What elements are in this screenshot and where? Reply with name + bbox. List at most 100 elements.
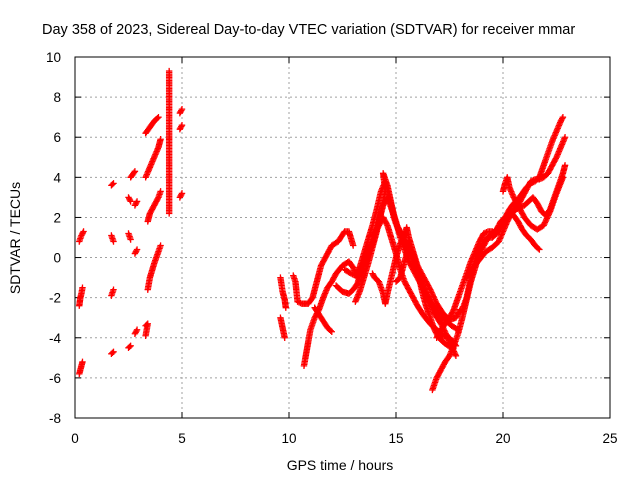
data-point [157, 188, 164, 195]
data-point [178, 190, 186, 197]
data-point [110, 286, 117, 293]
data-point [165, 67, 173, 75]
data-point [559, 115, 566, 122]
data-point [142, 332, 149, 339]
data-point [133, 326, 141, 333]
data-point [154, 195, 161, 202]
y-tick-label: -8 [49, 411, 61, 426]
series-seg-05h-a [176, 190, 186, 201]
series-seg-01h-a [108, 348, 117, 358]
data-point [481, 229, 489, 237]
data-point [154, 114, 161, 122]
data-point [350, 242, 357, 249]
series-seg-03h-d [142, 320, 151, 339]
data-point [561, 162, 569, 169]
series-seg-02h-d [127, 168, 139, 181]
series-seg-02h-a [125, 342, 134, 352]
series-arc-16h-i [429, 134, 569, 394]
series-seg-03h-b [131, 246, 141, 257]
y-tick-labels: -8 -6 -4 -2 0 2 4 6 8 10 [46, 50, 62, 426]
series-seg-01h-b [108, 286, 117, 299]
y-tick-label: -6 [49, 371, 61, 386]
data-point [282, 304, 289, 311]
series-seg-05h-b [176, 121, 186, 133]
data-point [131, 168, 139, 175]
data-points [76, 67, 569, 394]
data-point [483, 228, 490, 236]
series-arc-11h-c [311, 304, 335, 335]
x-tick-label: 25 [602, 431, 617, 446]
y-tick-label: -4 [49, 331, 61, 346]
series-arc-16h-j [433, 208, 543, 341]
series-seg-00h-c [76, 228, 87, 245]
data-point [79, 358, 86, 366]
data-point [131, 250, 139, 257]
series-seg-03h-f [144, 188, 164, 225]
series-seg-01h-c [108, 232, 117, 245]
y-axis-label: SDTVAR / TECUs [7, 182, 23, 294]
data-point [535, 245, 542, 252]
series-seg-03h-g [142, 136, 164, 181]
y-tick-label: 0 [53, 251, 61, 266]
data-point [127, 342, 134, 349]
data-point [295, 299, 303, 306]
data-point [529, 179, 536, 186]
data-point [178, 107, 185, 114]
data-point [110, 238, 117, 245]
data-point [559, 174, 567, 181]
series-arc-pre10-a [277, 274, 289, 311]
data-point [281, 334, 288, 341]
y-tick-label: -2 [49, 291, 61, 306]
data-point [132, 249, 139, 256]
series-seg-02h-c [125, 194, 134, 205]
data-point [110, 348, 117, 356]
x-axis-label: GPS time / hours [287, 457, 394, 473]
data-point [109, 181, 116, 188]
data-point [157, 242, 164, 249]
data-point [178, 191, 185, 198]
x-tick-label: 20 [495, 431, 510, 446]
series-arc-10h-a [290, 228, 357, 307]
plot-frame [74, 56, 611, 419]
series-arc-pre10-b [277, 314, 288, 341]
data-point [157, 136, 164, 143]
y-tick-label: 4 [53, 170, 61, 185]
data-point [436, 319, 444, 326]
series-seg-01h-d [108, 180, 117, 189]
series-seg-03h-a [131, 326, 141, 337]
x-tick-label: 0 [71, 431, 79, 446]
data-point [109, 349, 116, 357]
data-point [327, 327, 334, 334]
data-point [80, 228, 87, 235]
data-point [559, 113, 567, 121]
data-point [155, 113, 162, 121]
series-arc-13h-f [352, 170, 445, 327]
data-point [126, 196, 134, 204]
data-point [133, 198, 141, 205]
series-seg-04h-a [165, 67, 173, 217]
y-tick-label: 10 [46, 50, 61, 65]
grid-lines [75, 57, 610, 418]
data-point [178, 105, 186, 113]
series-seg-05h-c [176, 105, 186, 117]
data-point [79, 229, 87, 237]
x-tick-label: 15 [388, 431, 403, 446]
series-arc-20h-m [499, 174, 567, 233]
data-point [294, 298, 301, 305]
data-point [178, 123, 185, 130]
data-point [127, 198, 134, 205]
data-point [133, 327, 140, 335]
data-point [480, 230, 487, 237]
x-tick-labels: 0 5 10 15 20 25 [71, 431, 617, 446]
y-tick-label: 6 [53, 130, 61, 145]
series-seg-03h-h [142, 113, 162, 137]
data-point [178, 121, 186, 129]
x-tick-label: 10 [281, 431, 296, 446]
data-point [130, 169, 138, 176]
data-point [527, 180, 535, 187]
data-point [110, 180, 117, 187]
data-point [456, 307, 463, 315]
series-seg-00h-b [76, 284, 86, 309]
series-seg-00h-a [76, 358, 86, 378]
